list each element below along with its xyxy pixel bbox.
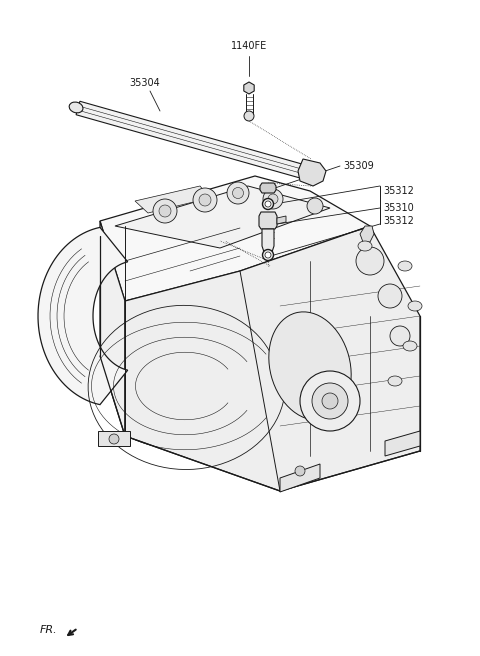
Circle shape — [227, 182, 249, 204]
Circle shape — [263, 249, 274, 260]
Text: 35312: 35312 — [383, 216, 414, 226]
Text: FR.: FR. — [40, 625, 58, 635]
Ellipse shape — [403, 341, 417, 351]
Ellipse shape — [69, 102, 83, 113]
Polygon shape — [100, 176, 370, 301]
Ellipse shape — [358, 241, 372, 251]
Circle shape — [312, 383, 348, 419]
Circle shape — [153, 199, 177, 223]
Polygon shape — [385, 431, 420, 456]
Polygon shape — [76, 101, 310, 180]
Circle shape — [378, 284, 402, 308]
Polygon shape — [298, 159, 326, 186]
Polygon shape — [277, 216, 286, 224]
Polygon shape — [38, 228, 128, 405]
Polygon shape — [260, 183, 276, 193]
Text: 35309: 35309 — [343, 161, 374, 171]
Circle shape — [268, 194, 278, 204]
Polygon shape — [135, 186, 210, 213]
Text: 35312: 35312 — [383, 186, 414, 196]
Polygon shape — [115, 186, 330, 248]
Text: 35310: 35310 — [383, 203, 414, 213]
Polygon shape — [125, 226, 420, 491]
Ellipse shape — [388, 376, 402, 386]
Circle shape — [199, 194, 211, 206]
Polygon shape — [98, 431, 130, 446]
Circle shape — [193, 188, 217, 212]
Circle shape — [307, 198, 323, 214]
Circle shape — [390, 326, 410, 346]
Ellipse shape — [398, 261, 412, 271]
Circle shape — [356, 247, 384, 275]
Text: 35304: 35304 — [130, 78, 160, 88]
Circle shape — [322, 393, 338, 409]
Circle shape — [265, 201, 271, 207]
Circle shape — [263, 189, 283, 209]
Circle shape — [265, 252, 271, 258]
Text: 1140FE: 1140FE — [231, 41, 267, 51]
Circle shape — [244, 111, 254, 121]
Polygon shape — [244, 82, 254, 94]
Polygon shape — [280, 464, 320, 492]
Polygon shape — [259, 212, 277, 229]
Circle shape — [295, 466, 305, 476]
Circle shape — [232, 188, 243, 199]
Circle shape — [109, 434, 119, 444]
Ellipse shape — [269, 312, 351, 420]
Circle shape — [159, 205, 171, 217]
Circle shape — [263, 199, 274, 209]
Polygon shape — [360, 226, 374, 242]
Polygon shape — [100, 221, 125, 436]
Ellipse shape — [408, 301, 422, 311]
Circle shape — [300, 371, 360, 431]
Polygon shape — [262, 229, 274, 252]
